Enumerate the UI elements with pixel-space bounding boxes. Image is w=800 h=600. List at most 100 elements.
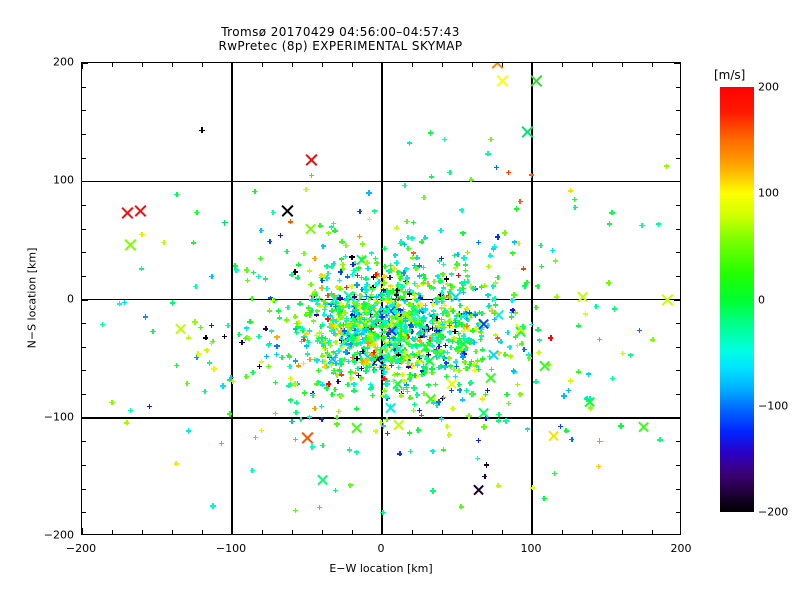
data-point-plus bbox=[509, 297, 515, 303]
data-point-cross bbox=[577, 291, 588, 303]
data-point-plus bbox=[292, 326, 298, 332]
data-point-plus bbox=[195, 351, 201, 357]
data-point-plus bbox=[233, 267, 239, 273]
data-point-plus bbox=[401, 336, 407, 342]
data-point-plus bbox=[325, 230, 332, 236]
data-point-plus bbox=[288, 382, 294, 388]
data-point-plus bbox=[418, 334, 424, 340]
data-point-plus bbox=[509, 250, 515, 256]
data-point-plus bbox=[365, 350, 371, 356]
data-point-plus bbox=[465, 278, 471, 284]
data-point-plus bbox=[425, 382, 431, 388]
y-tick-left bbox=[82, 252, 86, 254]
data-point-plus bbox=[424, 356, 430, 362]
data-point-plus bbox=[321, 340, 328, 346]
data-point-plus bbox=[407, 371, 413, 378]
data-point-plus bbox=[320, 442, 326, 448]
data-point-plus bbox=[454, 261, 460, 267]
data-point-plus bbox=[394, 260, 400, 266]
data-point-plus bbox=[318, 340, 324, 346]
data-point-plus bbox=[265, 342, 272, 348]
data-point-plus bbox=[324, 385, 330, 391]
data-point-plus bbox=[401, 270, 407, 276]
data-point-plus bbox=[511, 292, 517, 298]
data-point-plus bbox=[244, 277, 251, 283]
data-point-plus bbox=[352, 359, 358, 365]
data-point-plus bbox=[455, 348, 461, 354]
data-point-plus bbox=[186, 335, 192, 341]
data-point-plus bbox=[319, 277, 325, 283]
data-point-plus bbox=[538, 242, 544, 249]
x-tick-top bbox=[622, 63, 623, 67]
data-point-plus bbox=[367, 332, 373, 338]
data-point-plus bbox=[253, 435, 259, 441]
data-point-plus bbox=[293, 409, 299, 416]
data-point-plus bbox=[474, 358, 480, 364]
y-tick-left bbox=[82, 394, 86, 396]
data-point-plus bbox=[100, 322, 106, 328]
data-point-cross bbox=[530, 74, 543, 87]
data-point-plus bbox=[340, 321, 347, 327]
data-point-plus bbox=[459, 207, 465, 213]
data-point-plus bbox=[250, 369, 256, 376]
x-tick-top bbox=[202, 63, 203, 67]
data-point-plus bbox=[438, 292, 444, 298]
data-point-plus bbox=[491, 316, 497, 322]
data-point-plus bbox=[448, 344, 454, 351]
data-point-plus bbox=[439, 321, 446, 327]
data-point-plus bbox=[374, 337, 380, 343]
data-point-plus bbox=[432, 381, 438, 388]
data-point-plus bbox=[319, 359, 325, 365]
data-point-plus bbox=[340, 304, 346, 310]
data-point-cross bbox=[393, 419, 405, 431]
data-point-plus bbox=[536, 337, 543, 343]
colorbar-tick-label: 200 bbox=[758, 80, 779, 94]
data-point-plus bbox=[449, 339, 456, 345]
data-point-plus bbox=[327, 313, 334, 319]
data-point-plus bbox=[329, 323, 335, 329]
x-tick-bottom bbox=[322, 530, 323, 534]
data-point-cross bbox=[473, 484, 485, 496]
data-point-plus bbox=[369, 338, 376, 344]
data-point-plus bbox=[203, 335, 209, 341]
data-point-plus bbox=[474, 455, 480, 461]
data-point-plus bbox=[441, 285, 447, 291]
data-point-plus bbox=[321, 345, 327, 351]
data-point-plus bbox=[334, 421, 340, 427]
data-point-plus bbox=[498, 339, 504, 345]
data-point-cross bbox=[435, 349, 447, 361]
data-point-plus bbox=[455, 339, 461, 346]
data-point-plus bbox=[467, 380, 473, 386]
data-point-plus bbox=[384, 324, 390, 330]
data-point-plus bbox=[479, 358, 485, 364]
y-tick-label: −200 bbox=[43, 528, 74, 542]
data-point-plus bbox=[369, 384, 375, 391]
data-point-plus bbox=[467, 310, 473, 316]
data-point-plus bbox=[287, 219, 294, 225]
data-point-plus bbox=[324, 350, 330, 356]
data-point-plus bbox=[430, 348, 436, 354]
data-point-plus bbox=[374, 294, 380, 300]
data-point-plus bbox=[484, 387, 490, 393]
data-point-plus bbox=[514, 343, 521, 349]
data-point-plus bbox=[448, 271, 455, 277]
data-point-plus bbox=[350, 343, 356, 349]
data-point-plus bbox=[266, 341, 273, 347]
data-point-plus bbox=[404, 388, 411, 394]
x-tick-top bbox=[532, 63, 533, 69]
data-point-plus bbox=[481, 424, 487, 430]
data-point-plus bbox=[461, 324, 467, 330]
x-tick-top bbox=[82, 63, 83, 69]
data-point-plus bbox=[336, 310, 342, 316]
x-tick-top bbox=[112, 63, 113, 67]
data-point-plus bbox=[419, 371, 425, 378]
data-point-plus bbox=[387, 283, 394, 289]
data-point-plus bbox=[609, 210, 615, 216]
data-point-plus bbox=[387, 263, 393, 269]
data-point-plus bbox=[345, 381, 351, 388]
data-point-plus bbox=[228, 374, 234, 381]
x-tick-bottom bbox=[292, 530, 293, 534]
data-point-plus bbox=[421, 390, 427, 397]
x-tick-top bbox=[652, 63, 653, 67]
data-point-plus bbox=[358, 324, 364, 330]
